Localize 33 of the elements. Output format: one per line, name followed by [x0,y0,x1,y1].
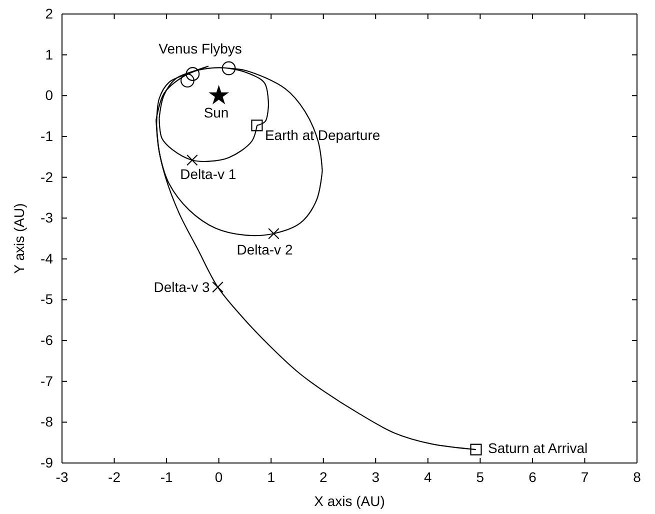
x-tick-label: 0 [214,468,223,485]
y-tick-label: -5 [40,291,54,308]
y-tick-label: -9 [40,454,54,470]
y-axis-title: Y axis (AU) [11,203,27,274]
annotation: Delta-v 2 [236,241,293,258]
y-tick-label: 1 [45,46,54,62]
x-tick-label: -2 [108,468,121,485]
x-tick-label: 4 [424,468,432,485]
x-tick-label: 3 [372,468,380,485]
annotation: Venus Flybys [158,40,242,57]
annotation: Saturn at Arrival [488,440,588,456]
x-tick-label: 5 [476,468,484,485]
x-tick-label: 1 [267,468,276,485]
y-tick-label: -6 [40,332,54,348]
x-axis-title: X axis (AU) [314,493,385,509]
y-tick-label: 0 [45,87,54,104]
x-tick-label: 2 [319,468,328,485]
annotation: Delta-v 1 [180,166,236,182]
y-tick-label: -3 [40,210,54,226]
annotation: Sun [204,104,229,120]
x-tick-label: 8 [633,468,642,485]
y-tick-label: -4 [40,250,54,266]
annotation: Delta-v 3 [154,278,210,295]
x-tick-label: 6 [528,468,537,485]
y-tick-label: -7 [40,372,54,389]
y-tick-label: -8 [40,414,54,430]
y-tick-label: -2 [40,168,54,185]
annotation: Earth at Departure [264,127,380,144]
x-tick-label: -3 [56,468,68,485]
y-tick-label: 2 [45,5,54,22]
x-tick-label: 7 [580,468,589,485]
y-tick-label: -1 [40,128,54,144]
x-tick-label: -1 [160,468,173,485]
